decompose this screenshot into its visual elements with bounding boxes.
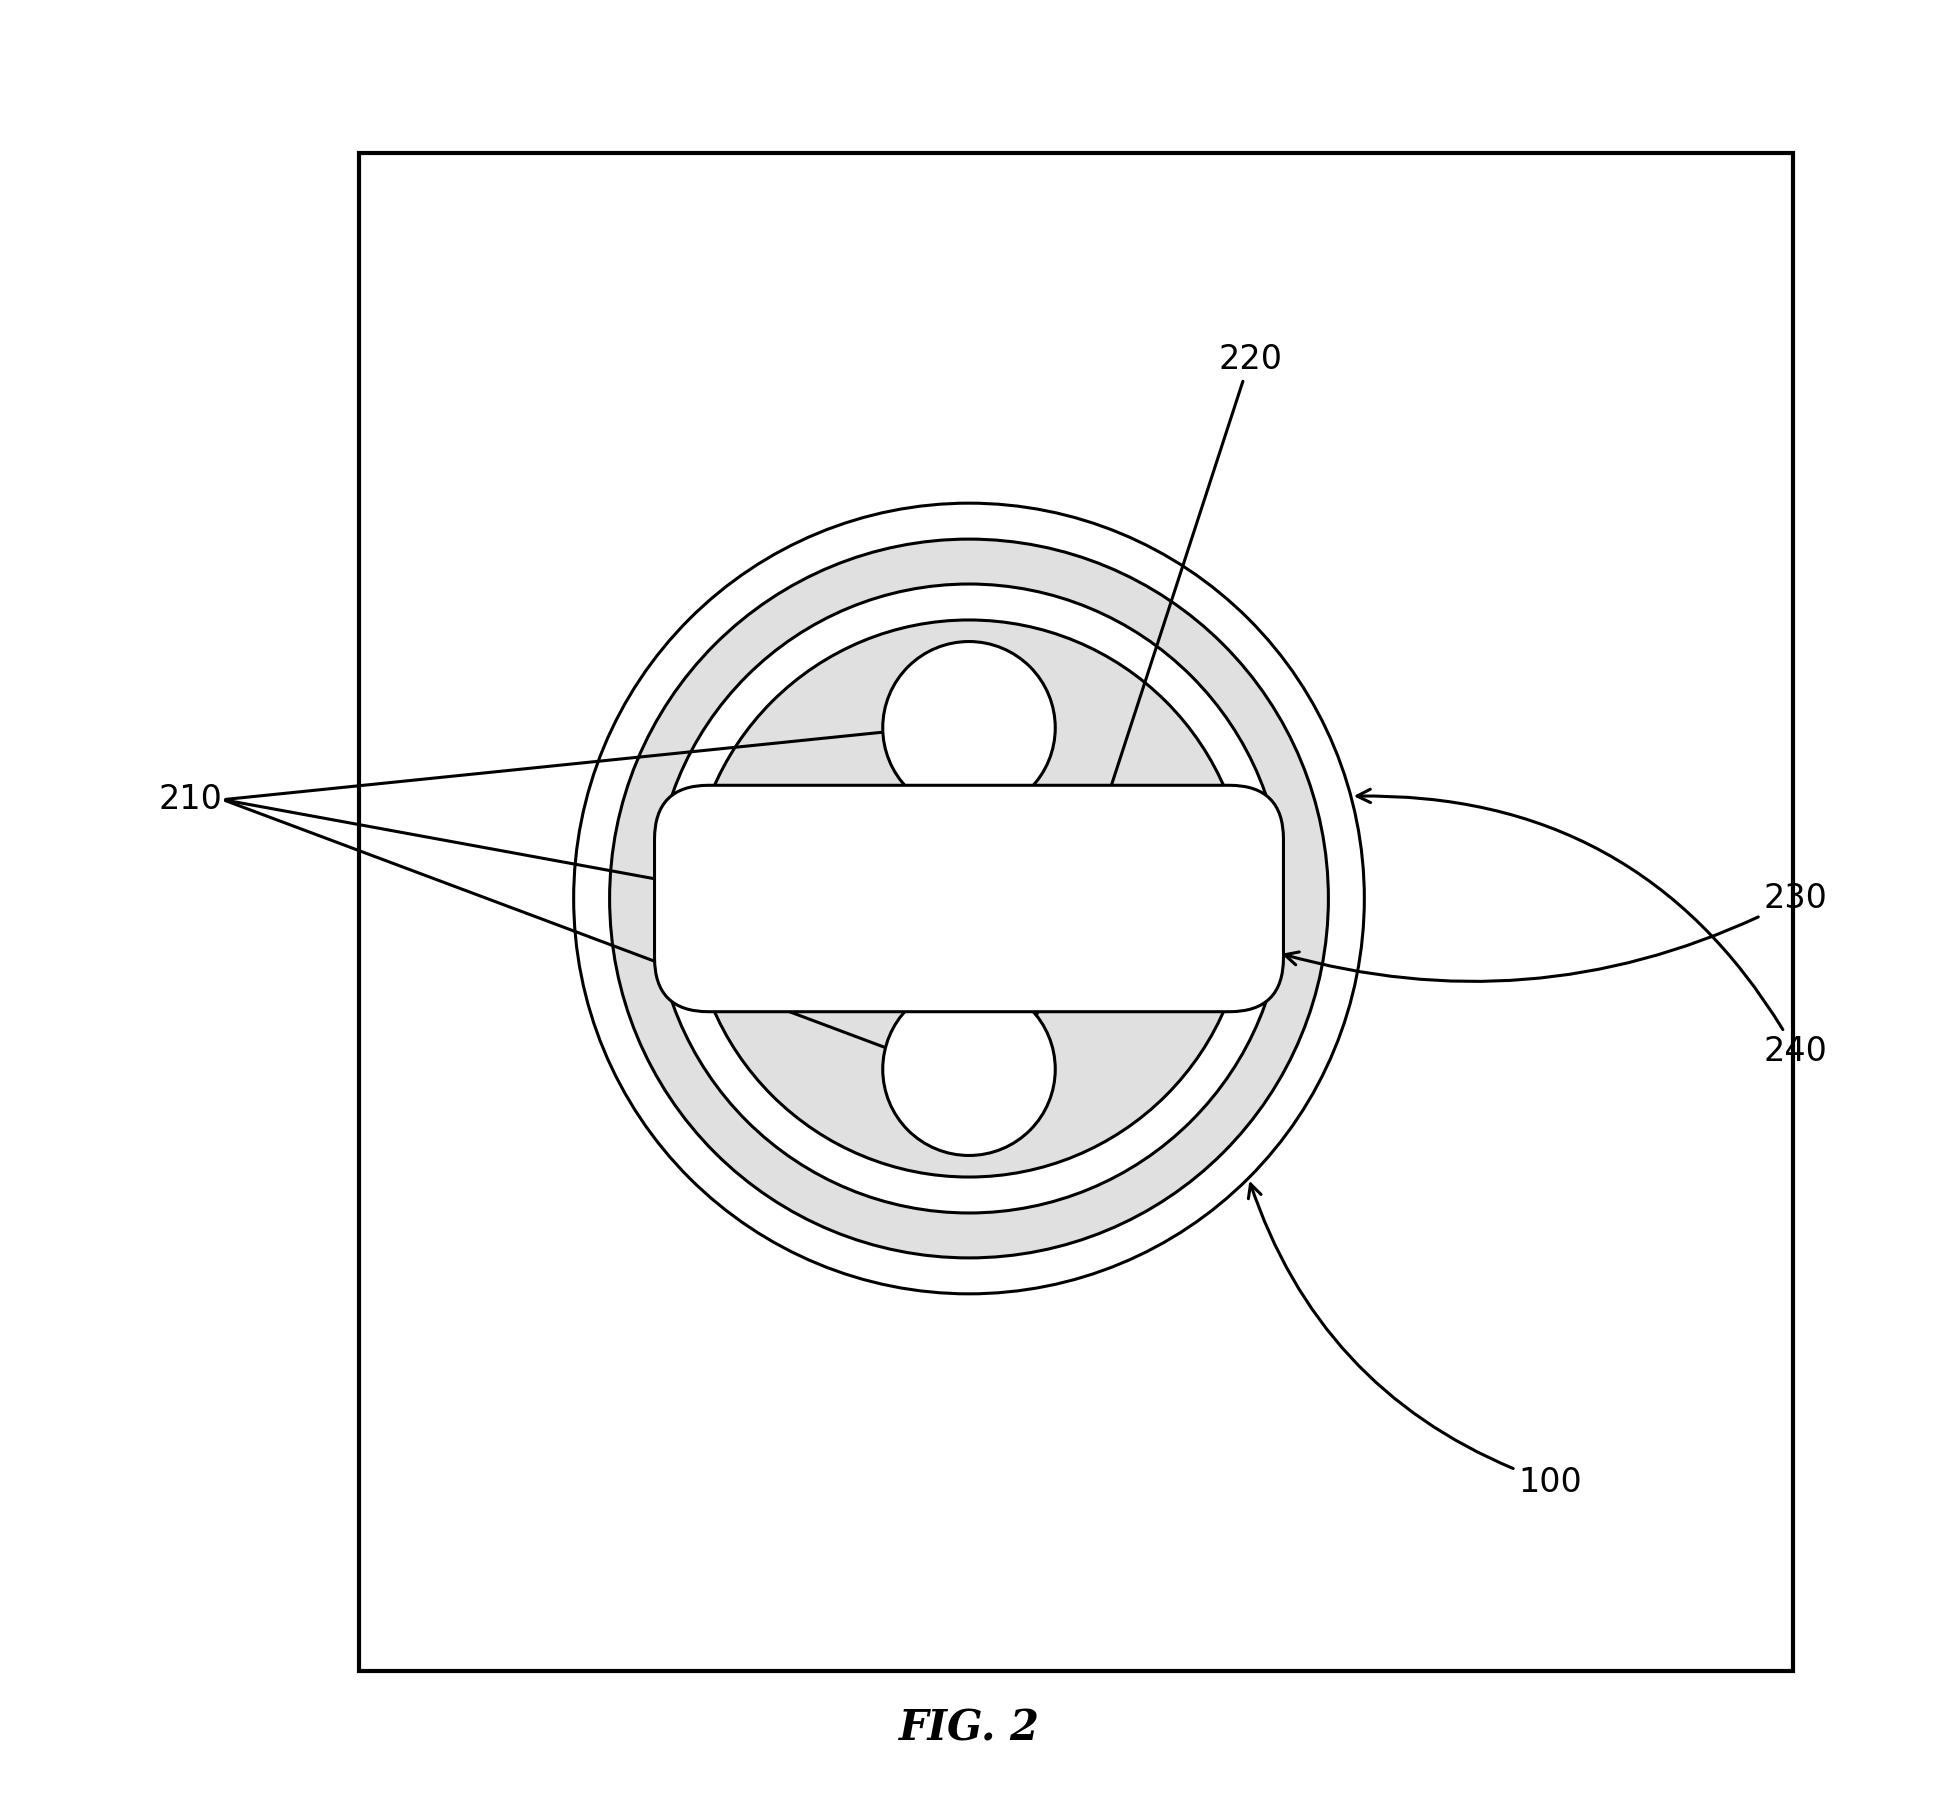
Text: 240: 240 bbox=[1357, 789, 1828, 1067]
Text: 210: 210 bbox=[159, 783, 223, 816]
Polygon shape bbox=[610, 539, 1328, 1258]
Text: 230: 230 bbox=[1285, 882, 1828, 981]
Bar bbox=[359, 153, 1793, 1671]
Polygon shape bbox=[690, 620, 1248, 1177]
Text: 220: 220 bbox=[1004, 343, 1283, 1107]
Circle shape bbox=[882, 983, 1056, 1155]
Circle shape bbox=[882, 642, 1056, 814]
Text: FIG. 2: FIG. 2 bbox=[899, 1707, 1039, 1750]
FancyBboxPatch shape bbox=[655, 785, 1283, 1012]
Text: 100: 100 bbox=[1248, 1184, 1581, 1499]
